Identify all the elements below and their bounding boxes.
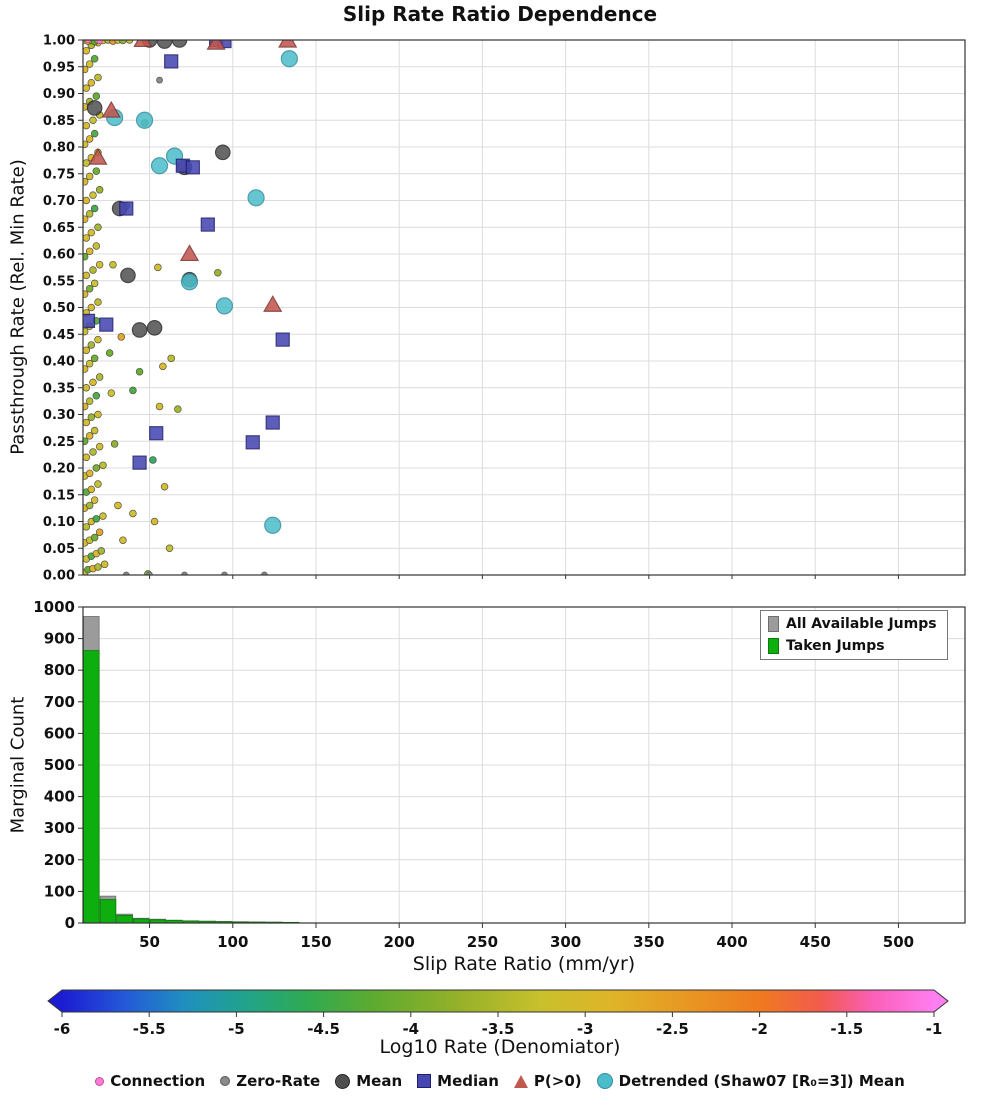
svg-text:-4.5: -4.5 <box>307 1020 340 1038</box>
svg-text:0.55: 0.55 <box>43 274 75 289</box>
svg-text:450: 450 <box>800 933 831 951</box>
hist-legend: All Available Jumps Taken Jumps <box>760 610 948 660</box>
svg-text:0.70: 0.70 <box>43 194 75 209</box>
median-marker-icon <box>417 1074 432 1088</box>
svg-text:700: 700 <box>44 693 75 711</box>
svg-text:500: 500 <box>44 756 75 774</box>
svg-text:-3: -3 <box>577 1020 594 1038</box>
legend-label-p-gt-0: P(>0) <box>533 1072 582 1090</box>
hist-y-axis-label: Marginal Count <box>7 696 29 834</box>
svg-text:0.40: 0.40 <box>43 355 75 370</box>
svg-text:-1: -1 <box>926 1020 943 1038</box>
series-median <box>83 40 290 470</box>
svg-text:100: 100 <box>44 882 75 900</box>
svg-text:0.85: 0.85 <box>43 114 75 129</box>
svg-text:0.10: 0.10 <box>43 515 75 530</box>
all-jumps-swatch-icon <box>768 616 779 632</box>
zero-rate-marker-icon <box>220 1076 231 1086</box>
svg-text:-2.5: -2.5 <box>656 1020 689 1038</box>
bars-all-available-jumps <box>83 616 300 923</box>
series-zero-rate <box>122 76 268 575</box>
svg-text:-1.5: -1.5 <box>830 1020 863 1038</box>
chart-title: Slip Rate Ratio Dependence <box>342 2 658 26</box>
svg-text:-6: -6 <box>54 1020 71 1038</box>
legend-item-p-gt-0: P(>0) <box>513 1072 582 1090</box>
scatter-grid <box>83 39 965 576</box>
svg-text:150: 150 <box>300 933 331 951</box>
svg-text:0.30: 0.30 <box>43 408 75 423</box>
scatter-panel: 0.00 0.05 0.10 0.15 0.20 0.25 0.30 0.35 0.40 0.45… <box>43 34 966 584</box>
svg-text:0.95: 0.95 <box>43 60 75 75</box>
hist-legend-item-all-jumps: All Available Jumps <box>768 616 940 632</box>
svg-text:0.75: 0.75 <box>43 167 75 182</box>
svg-text:300: 300 <box>550 933 581 951</box>
scatter-y-axis-label: Passthrough Rate (Rel. Min Rate) <box>7 159 29 455</box>
svg-text:0.35: 0.35 <box>43 381 75 396</box>
svg-text:500: 500 <box>883 933 914 951</box>
legend-label-mean: Mean <box>356 1072 403 1090</box>
hist-panel: 0 100 200 300 400 500 600 700 800 900 1000 50 100 150… <box>33 598 966 951</box>
legend-item-detrended: Detrended (Shaw07 [R₀=3]) Mean <box>596 1072 905 1090</box>
svg-text:0.65: 0.65 <box>43 221 75 236</box>
marker-legend: Connection Zero-Rate Mean Median P(>0) D… <box>0 1072 1000 1090</box>
hist-legend-label-taken: Taken Jumps <box>786 638 885 654</box>
legend-item-zero-rate: Zero-Rate <box>220 1072 320 1090</box>
legend-item-mean: Mean <box>335 1072 402 1090</box>
scatter-marks <box>83 40 298 575</box>
hist-bars <box>83 616 300 923</box>
svg-text:300: 300 <box>44 819 75 837</box>
svg-text:0.15: 0.15 <box>43 488 75 503</box>
svg-text:200: 200 <box>44 851 75 869</box>
hist-axis-ticks: 0 100 200 300 400 500 600 700 800 900 1000 50 100 150… <box>33 598 914 951</box>
colorbar: -6 -5.5 -5 -4.5 -4 -3.5 -3 -2.5 -2 -1.5 -1 <box>47 989 949 1038</box>
svg-text:0.60: 0.60 <box>43 248 75 263</box>
svg-text:250: 250 <box>467 933 498 951</box>
svg-text:0.05: 0.05 <box>43 542 75 557</box>
detrended-marker-icon <box>596 1073 613 1089</box>
svg-text:-5.5: -5.5 <box>133 1020 166 1038</box>
svg-text:-3.5: -3.5 <box>482 1020 515 1038</box>
legend-label-median: Median <box>437 1072 499 1090</box>
svg-text:0.25: 0.25 <box>43 435 75 450</box>
scatter-axis-ticks: 0.00 0.05 0.10 0.15 0.20 0.25 0.30 0.35 0.40 0.45… <box>43 34 899 584</box>
mean-marker-icon <box>335 1073 351 1089</box>
series-p-0- <box>88 40 298 312</box>
svg-text:1.00: 1.00 <box>43 34 75 49</box>
hist-legend-label-all: All Available Jumps <box>786 616 937 632</box>
svg-text:900: 900 <box>44 630 75 648</box>
legend-label-detrended: Detrended (Shaw07 [R₀=3]) Mean <box>618 1072 905 1090</box>
svg-text:400: 400 <box>44 788 75 806</box>
svg-text:600: 600 <box>44 724 75 742</box>
svg-text:0.90: 0.90 <box>43 87 75 102</box>
svg-text:0.20: 0.20 <box>43 462 75 477</box>
svg-text:800: 800 <box>44 661 75 679</box>
svg-text:0.80: 0.80 <box>43 141 75 156</box>
svg-text:0.00: 0.00 <box>43 569 75 584</box>
legend-label-connection: Connection <box>110 1072 206 1090</box>
bars-taken-jumps <box>83 650 300 923</box>
legend-label-zero-rate: Zero-Rate <box>236 1072 321 1090</box>
svg-text:100: 100 <box>217 933 248 951</box>
legend-item-connection: Connection <box>95 1072 205 1090</box>
svg-text:400: 400 <box>716 933 747 951</box>
svg-text:0.45: 0.45 <box>43 328 75 343</box>
svg-text:-5: -5 <box>228 1020 245 1038</box>
connection-marker-icon <box>95 1076 105 1086</box>
svg-text:0.50: 0.50 <box>43 301 75 316</box>
svg-text:350: 350 <box>633 933 664 951</box>
x-axis-label: Slip Rate Ratio (mm/yr) <box>412 953 636 975</box>
svg-text:0: 0 <box>65 914 75 932</box>
svg-text:200: 200 <box>384 933 415 951</box>
svg-text:1000: 1000 <box>33 598 75 616</box>
hist-legend-item-taken-jumps: Taken Jumps <box>768 638 940 654</box>
svg-text:50: 50 <box>139 933 160 951</box>
taken-jumps-swatch-icon <box>768 638 779 654</box>
p-gt-0-marker-icon <box>513 1074 528 1088</box>
svg-text:-4: -4 <box>402 1020 419 1038</box>
legend-item-median: Median <box>417 1072 499 1090</box>
svg-text:-2: -2 <box>751 1020 768 1038</box>
colorbar-label: Log10 Rate (Denomiator) <box>379 1036 621 1058</box>
